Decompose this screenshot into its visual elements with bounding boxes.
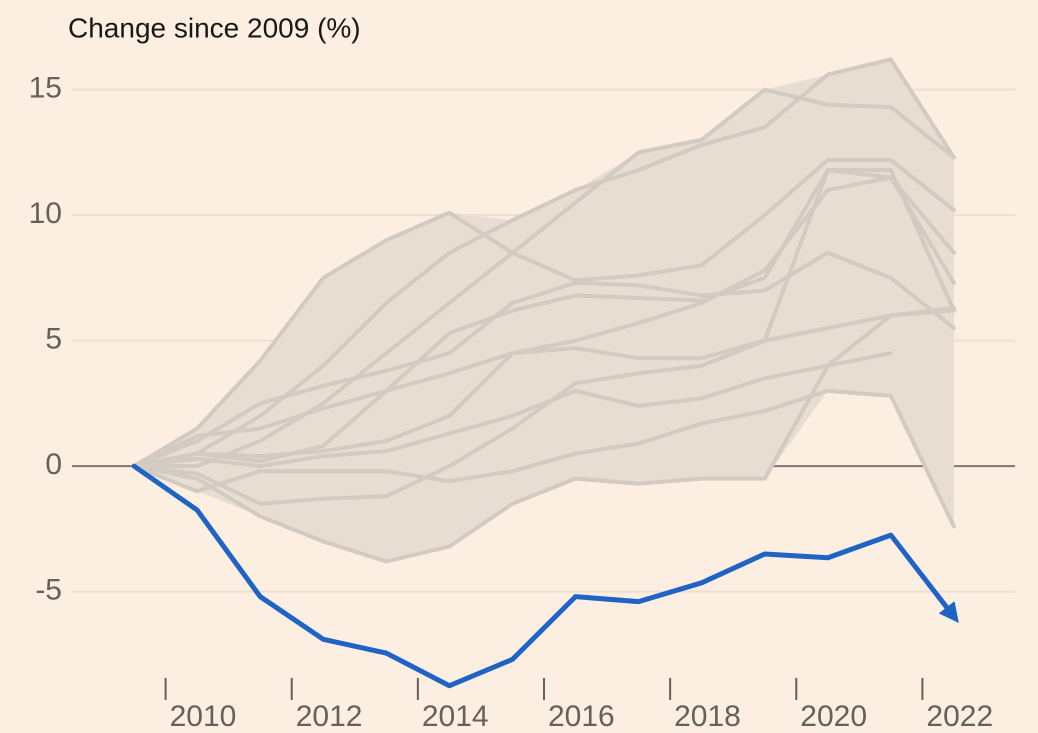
x-tick-label: 2020 [800,700,867,733]
series-line [132,87,956,469]
series-line [132,167,956,469]
highlight-line [131,463,959,689]
x-tick-label: 2022 [926,700,993,733]
series-line [132,167,956,469]
x-tick-label: 2016 [548,700,615,733]
series-line [132,250,956,469]
x-tick-label: 2012 [296,700,363,733]
x-tick-label: 2010 [170,700,237,733]
series-line [132,351,893,469]
y-tick-label: 0 [45,448,62,481]
series-line [132,306,956,506]
range-band [134,59,954,562]
chart-title: Change since 2009 (%) [68,12,361,43]
y-tick-label: 15 [29,72,62,105]
series-line [132,308,956,564]
y-tick-label: 10 [29,197,62,230]
x-tick-label: 2014 [422,700,489,733]
series-line [132,157,956,469]
series-line [132,57,956,469]
y-tick-label: 5 [45,323,62,356]
series-line [132,388,956,529]
x-tick-label: 2018 [674,700,741,733]
y-tick-label: -5 [35,574,62,607]
